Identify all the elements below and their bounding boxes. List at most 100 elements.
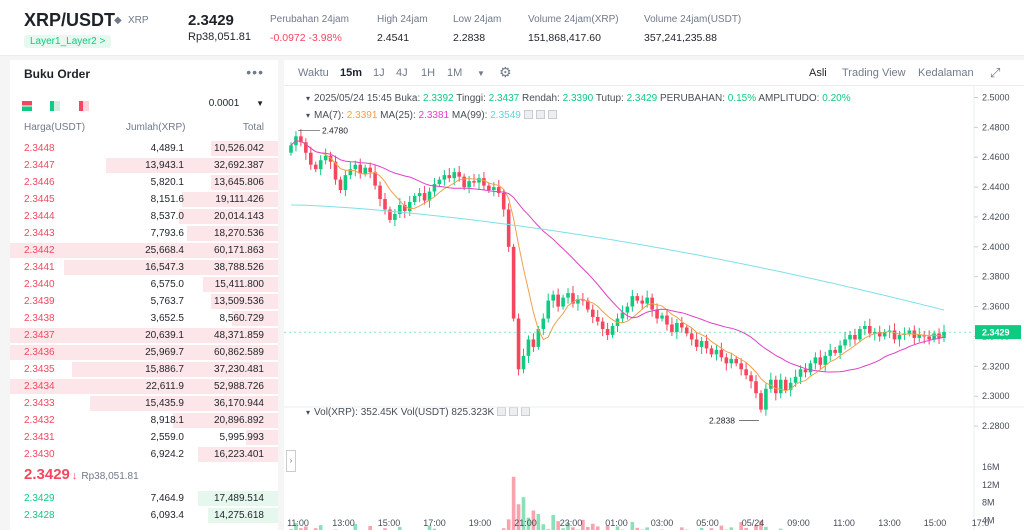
- candle-body: [467, 181, 471, 188]
- view-both-icon[interactable]: [22, 101, 32, 111]
- ask-row[interactable]: 2.3431 2,559.0 5,995.993: [10, 429, 278, 446]
- view-original[interactable]: Asli: [809, 67, 827, 79]
- ask-row[interactable]: 2.3435 15,886.7 37,230.481: [10, 361, 278, 378]
- price-tick: 2.4200: [982, 212, 1010, 222]
- ask-row[interactable]: 2.3432 8,918.1 20,896.892: [10, 412, 278, 429]
- bids-list: 2.3429 7,464.9 17,489.514 2.3428 6,093.4 14,2…: [10, 490, 278, 524]
- candle-body: [788, 382, 793, 391]
- volume-tick: 12M: [982, 480, 1000, 490]
- volume-bar: [521, 497, 526, 530]
- candle-body: [858, 328, 862, 340]
- ask-row[interactable]: 2.3437 20,639.1 48,371.859: [10, 327, 278, 344]
- chevron-down-icon[interactable]: ▾: [306, 94, 311, 103]
- bid-row[interactable]: 2.3428 6,093.4 14,275.618: [10, 507, 278, 524]
- stat-label: High 24jam: [377, 14, 428, 25]
- candle-body: [759, 393, 763, 410]
- tab-15m[interactable]: 15m: [340, 67, 363, 79]
- row-amount: 5,763.7: [150, 296, 184, 307]
- ask-row[interactable]: 2.3444 8,537.0 20,014.143: [10, 208, 278, 225]
- candle-body: [457, 172, 461, 177]
- order-book-last-price[interactable]: 2.3429 ↓ Rp38,051.81: [24, 466, 139, 484]
- view-tradingview[interactable]: Trading View: [842, 67, 906, 79]
- ask-row[interactable]: 2.3440 6,575.0 15,411.800: [10, 276, 278, 293]
- candle-body: [719, 349, 724, 358]
- tab-1h[interactable]: 1H: [421, 67, 436, 79]
- settings-gear-icon[interactable]: ⚙: [499, 64, 512, 80]
- row-amount: 5,820.1: [150, 177, 184, 188]
- ask-row[interactable]: 2.3441 16,547.3 38,788.526: [10, 259, 278, 276]
- ask-row[interactable]: 2.3446 5,820.1 13,645.806: [10, 174, 278, 191]
- price-tick: 2.4000: [982, 242, 1010, 252]
- candlestick-chart[interactable]: 2.5000 2.4800 2.4600 2.4400 2.4200 2.4000 2.38…: [284, 86, 1024, 530]
- candle-body: [897, 334, 902, 340]
- depth-bar: [198, 491, 278, 506]
- candle-body: [754, 381, 758, 394]
- candle-body: [313, 164, 318, 170]
- view-bids-icon[interactable]: [50, 101, 61, 111]
- candle-body: [867, 325, 872, 334]
- volume-bar: [586, 526, 590, 530]
- time-tick: 19:00: [469, 518, 492, 528]
- candle-body: [338, 179, 343, 191]
- market-header: XRP/USDT ◆ XRP Layer1_Layer2 > 2.3429 Rp…: [0, 0, 1024, 56]
- ask-row[interactable]: 2.3430 6,924.2 16,223.401: [10, 446, 278, 463]
- row-amount: 2,559.0: [150, 432, 184, 443]
- ask-row[interactable]: 2.3445 8,151.6 19,111.426: [10, 191, 278, 208]
- last-price: 2.3429: [188, 12, 234, 29]
- candle-body: [407, 202, 412, 211]
- timeframe-dropdown-icon[interactable]: ▼: [477, 69, 485, 78]
- chevron-down-icon[interactable]: ▾: [306, 408, 311, 417]
- candle-body: [660, 315, 664, 319]
- depth-bar: [208, 508, 278, 523]
- precision-select[interactable]: 0.0001 ▼: [208, 98, 264, 109]
- category-tag[interactable]: Layer1_Layer2 >: [24, 35, 112, 48]
- candle-body: [655, 309, 659, 319]
- more-options-icon[interactable]: •••: [246, 64, 264, 80]
- candle-body: [388, 209, 392, 220]
- view-asks-icon[interactable]: [78, 101, 89, 111]
- ask-row[interactable]: 2.3447 13,943.1 32,692.387: [10, 157, 278, 174]
- volume-bar: [556, 521, 560, 530]
- volume-bar: [571, 527, 575, 530]
- ask-row[interactable]: 2.3436 25,969.7 60,862.589: [10, 344, 278, 361]
- chevron-down-icon[interactable]: ▾: [306, 111, 311, 120]
- ask-row[interactable]: 2.3439 5,763.7 13,509.536: [10, 293, 278, 310]
- row-total: 17,489.514: [213, 493, 264, 504]
- candle-body: [744, 369, 748, 376]
- col-amount-header: Jumlah(XRP): [126, 122, 186, 133]
- ask-row[interactable]: 2.3448 4,489.1 10,526.042: [10, 140, 278, 157]
- ask-row[interactable]: 2.3442 25,668.4 60,171.863: [10, 242, 278, 259]
- tab-4j[interactable]: 4J: [396, 67, 408, 79]
- candle-body: [333, 161, 338, 180]
- stat-value: -0.0972 -3.98%: [270, 32, 342, 44]
- depth-bar: [10, 243, 278, 258]
- view-depth[interactable]: Kedalaman: [918, 67, 974, 79]
- settings-icon[interactable]: [535, 110, 545, 119]
- volume-bar: [739, 522, 743, 530]
- candle-body: [600, 321, 605, 329]
- eye-icon[interactable]: [523, 110, 533, 119]
- candle-body: [526, 339, 531, 356]
- expand-panel-icon[interactable]: ›: [286, 450, 296, 472]
- price-tick: 2.4400: [982, 182, 1010, 192]
- ask-row[interactable]: 2.3433 15,435.9 36,170.944: [10, 395, 278, 412]
- candle-body: [581, 299, 585, 301]
- candle-body: [378, 185, 382, 200]
- ask-row[interactable]: 2.3443 7,793.6 18,270.536: [10, 225, 278, 242]
- stat-2: Low 24jam 2.2838: [453, 14, 501, 44]
- depth-bar: [187, 226, 278, 241]
- row-total: 13,509.536: [213, 296, 264, 307]
- row-amount: 8,151.6: [150, 194, 184, 205]
- ask-row[interactable]: 2.3434 22,611.9 52,988.726: [10, 378, 278, 395]
- fullscreen-icon[interactable]: ⤢: [990, 65, 1001, 80]
- row-total: 20,896.892: [213, 415, 264, 426]
- bid-row[interactable]: 2.3429 7,464.9 17,489.514: [10, 490, 278, 507]
- volume-bar: [719, 525, 724, 530]
- tab-1j[interactable]: 1J: [373, 67, 385, 79]
- row-amount: 7,793.6: [150, 228, 184, 239]
- depth-bar: [179, 209, 278, 224]
- pair-title[interactable]: XRP/USDT: [24, 10, 116, 30]
- tab-1m[interactable]: 1M: [447, 67, 463, 79]
- close-icon[interactable]: [547, 110, 557, 119]
- ask-row[interactable]: 2.3438 3,652.5 8,560.729: [10, 310, 278, 327]
